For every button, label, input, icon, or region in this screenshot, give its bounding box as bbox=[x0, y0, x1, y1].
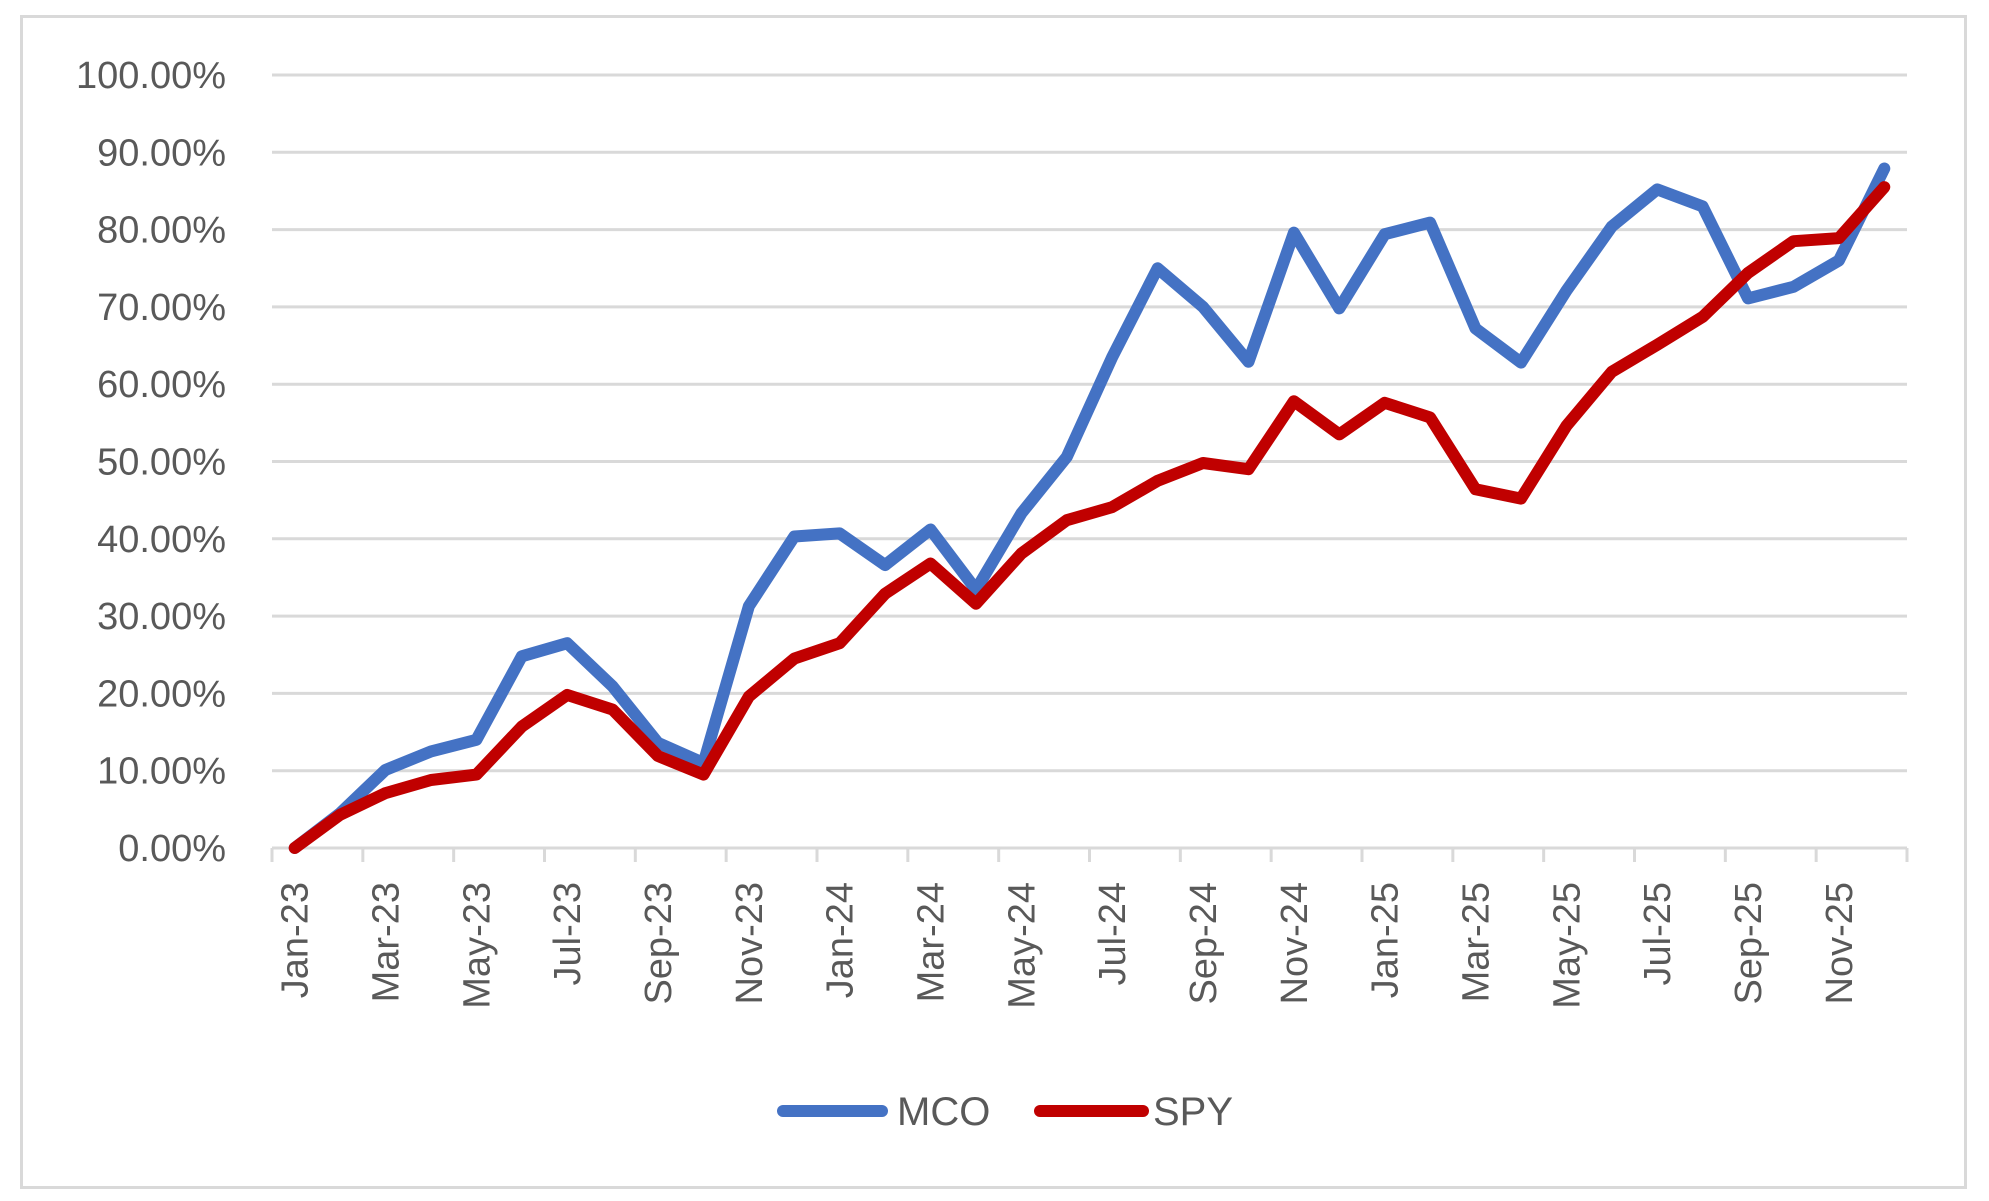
x-tick-label: Nov-25 bbox=[1819, 882, 1861, 1005]
legend-mco-label: MCO bbox=[897, 1090, 990, 1134]
y-tick-label: 10.00% bbox=[97, 751, 226, 793]
x-tick-label: Jan-23 bbox=[275, 882, 317, 998]
x-tick-label: Sep-25 bbox=[1728, 882, 1770, 1005]
x-tick-label: May-25 bbox=[1546, 882, 1588, 1009]
x-tick-label: May-24 bbox=[1001, 882, 1043, 1009]
x-tick-label: Mar-24 bbox=[911, 882, 953, 1002]
plot-series bbox=[288, 162, 1891, 854]
x-tick-label: Jul-25 bbox=[1637, 882, 1679, 986]
y-tick-label: 30.00% bbox=[97, 596, 226, 638]
x-tick-label: May-23 bbox=[456, 882, 498, 1009]
x-tick-label: Jan-24 bbox=[820, 882, 862, 998]
y-tick-label: 50.00% bbox=[97, 442, 226, 484]
y-tick-label: 40.00% bbox=[97, 519, 226, 561]
x-tick-label: Jul-24 bbox=[1092, 882, 1134, 986]
y-tick-label: 70.00% bbox=[97, 287, 226, 329]
y-axis: 0.00% 10.00% 20.00% 30.00% 40.00% 50.00% 60.00… bbox=[76, 55, 226, 870]
x-tick-label: Sep-24 bbox=[1183, 882, 1225, 1005]
x-tick-label: Jul-23 bbox=[547, 882, 589, 986]
y-tick-label: 0.00% bbox=[118, 828, 226, 870]
legend-spy-label: SPY bbox=[1153, 1090, 1233, 1134]
series-line-mco bbox=[288, 162, 1891, 854]
x-tick-label: Sep-23 bbox=[638, 882, 680, 1005]
chart-area bbox=[20, 15, 1967, 1189]
y-tick-label: 60.00% bbox=[97, 364, 226, 406]
legend: MCO SPY bbox=[777, 1090, 1233, 1134]
x-tick-label: Nov-23 bbox=[729, 882, 771, 1005]
x-tick-label: Mar-25 bbox=[1456, 882, 1498, 1002]
y-tick-label: 90.00% bbox=[97, 132, 226, 174]
y-tick-label: 20.00% bbox=[97, 673, 226, 715]
y-tick-label: 100.00% bbox=[76, 55, 226, 97]
y-tick-label: 80.00% bbox=[97, 210, 226, 252]
x-tick-label: Mar-23 bbox=[366, 882, 408, 1002]
x-tick-label: Jan-25 bbox=[1365, 882, 1407, 998]
x-axis: Jan-23 Mar-23 May-23 Jul-23 Sep-23 Nov-23 Jan-… bbox=[270, 848, 1909, 1009]
series-line-spy bbox=[288, 181, 1891, 854]
x-tick-label: Nov-24 bbox=[1274, 882, 1316, 1005]
